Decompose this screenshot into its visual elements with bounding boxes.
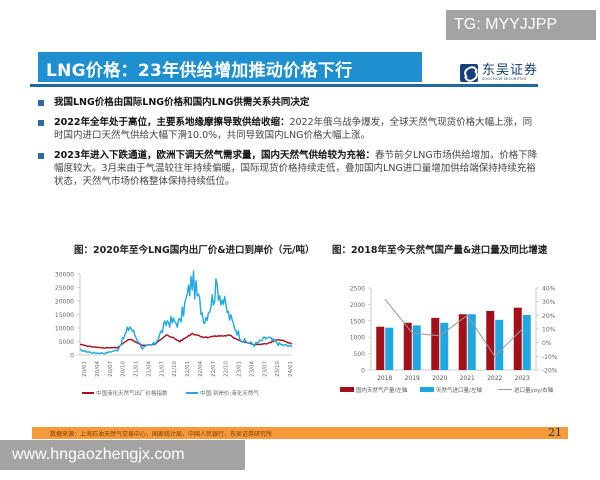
page-number: 21 [548, 426, 562, 439]
watermark-bottom: www.hngaozhengjx.com [0, 440, 245, 470]
legend-swatch [420, 387, 434, 392]
left-tick-label: 2000 [350, 302, 365, 309]
bullet-text: 2022年俄乌战争爆发，全球天然气现货价格大幅上涨，同时国内进口天然气供给大幅下… [54, 117, 533, 141]
x-tick-label: 21/04 [146, 361, 152, 377]
x-tick-label: 2019 [405, 375, 420, 382]
bullet-bold: 2023年进入下跌通道，欧洲下调天然气需求量，国内天然气供给较为充裕： [54, 150, 375, 161]
bullet-square-icon [38, 153, 44, 159]
bullet-list: 我国LNG价格由国际LNG价格和国内LNG供需关系共同决定 2022年全年处于高… [38, 96, 538, 195]
x-tick-label: 20/07 [108, 361, 114, 377]
bullet-text: 春节前夕LNG市场供给增加，价格下降幅度较大。3月来由于气温较往年持续偏暖，国际… [54, 150, 538, 187]
right-tick-label: 10% [542, 327, 556, 334]
x-tick-label: 21/07 [159, 361, 165, 377]
legend-label: 中国:到岸价:液化天然气 [200, 389, 259, 397]
bar-import-volume [440, 322, 449, 370]
legend-label: 进口量yoy/右轴 [514, 386, 554, 394]
x-tick-label: 22/10 [224, 361, 230, 377]
bar-domestic-output [403, 322, 412, 370]
x-tick-label: 2018 [377, 375, 392, 382]
left-tick-label: 0 [361, 368, 365, 375]
bullet-bold: 我国LNG价格由国际LNG价格和国内LNG供需关系共同决定 [54, 97, 310, 108]
left-tick-label: 1000 [350, 335, 365, 342]
gas-output-import-bar-chart: 0 500 1000 1500 2000 2500 -20% -10% 0% 10% 20% 30% 4… [340, 286, 558, 394]
legend-swatch [340, 387, 354, 392]
slide-title: LNG价格：23年供给增加推动价格下行 [46, 61, 353, 81]
legend-label: 天然气进口量/左轴 [436, 386, 482, 394]
bar-domestic-output [513, 307, 522, 370]
right-tick-label: 0% [542, 340, 552, 347]
y-tick-label: 5000 [59, 339, 74, 346]
bar-import-volume [412, 325, 421, 370]
x-tick-label: 24/01 [288, 361, 294, 377]
right-tick-label: 20% [542, 313, 556, 320]
x-tick-label: 23/10 [275, 361, 281, 377]
watermark-top: TG: MYYJJPP [446, 10, 596, 40]
data-source: 数据来源：上海石油天然气交易中心，国家统计局，中国人民银行，东吴证券研究所 [50, 431, 273, 438]
x-tick-label: 2023 [515, 375, 530, 382]
left-chart-title: 图：2020年至今LNG国内出厂价&进口到岸价（元/吨） [74, 245, 315, 256]
bar-domestic-output [376, 326, 385, 370]
legend-label: 国内天然气产量/左轴 [356, 386, 408, 394]
logo-mark-icon [460, 64, 478, 82]
x-tick-label: 20/01 [82, 361, 88, 377]
left-tick-label: 500 [354, 351, 366, 358]
x-tick-label: 23/04 [249, 361, 255, 377]
x-tick-label: 23/07 [262, 361, 268, 377]
series-line-import-yoy [384, 298, 523, 358]
right-tick-label: 40% [542, 286, 556, 293]
y-tick-label: 25000 [55, 285, 74, 292]
x-tick-label: 2020 [432, 375, 447, 382]
y-tick-label: 0 [70, 353, 74, 360]
bullet-square-icon [38, 100, 44, 106]
footer-bar: 数据来源：上海石油天然气交易中心，国家统计局，中国人民银行，东吴证券研究所 21 [32, 426, 568, 439]
bar-import-volume [495, 319, 504, 370]
series-line-import-price [79, 270, 293, 355]
bar-import-volume [522, 314, 531, 370]
legend-label: 中国液化天然气出厂价格指数 [96, 389, 168, 397]
right-tick-label: -10% [542, 354, 558, 361]
y-tick-label: 20000 [55, 299, 74, 306]
x-tick-label: 23/01 [237, 361, 243, 377]
bar-domestic-output [431, 317, 440, 370]
x-tick-label: 20/10 [121, 361, 127, 377]
y-tick-label: 10000 [55, 326, 74, 333]
x-tick-label: 22/04 [198, 361, 204, 377]
soochow-logo: 东吴证券 SOOCHOW SECURITIES [460, 62, 538, 84]
x-tick-label: 2021 [460, 375, 475, 382]
bar-domestic-output [458, 314, 467, 370]
right-tick-label: 30% [542, 299, 556, 306]
bullet-square-icon [38, 120, 44, 126]
x-tick-label: 21/01 [134, 361, 140, 377]
bar-import-volume [385, 327, 394, 370]
left-tick-label: 2500 [350, 286, 365, 293]
x-tick-label: 22/01 [185, 361, 191, 377]
x-tick-label: 20/04 [95, 361, 101, 377]
left-tick-label: 1500 [350, 318, 365, 325]
series-line-factory-price [79, 332, 293, 349]
y-tick-label: 30000 [55, 272, 74, 279]
x-tick-label: 22/07 [211, 361, 217, 377]
bar-domestic-output [486, 310, 495, 370]
logo-cn-text: 东吴证券 [482, 63, 539, 79]
y-tick-label: 15000 [55, 312, 74, 319]
bullet-item: 2023年进入下跌通道，欧洲下调天然气需求量，国内天然气供给较为充裕：春节前夕L… [38, 149, 538, 188]
logo-en-text: SOOCHOW SECURITIES [482, 77, 527, 82]
right-tick-label: -20% [542, 368, 558, 375]
title-bar: LNG价格：23年供给增加推动价格下行 [38, 52, 422, 82]
bullet-bold: 2022年全年处于高位，主要系地缘摩擦导致供给收缩： [54, 117, 290, 128]
bullet-item: 我国LNG价格由国际LNG价格和国内LNG供需关系共同决定 [38, 96, 538, 109]
header-divider [30, 84, 538, 87]
slide: LNG价格：23年供给增加推动价格下行 东吴证券 SOOCHOW SECURIT… [30, 40, 570, 450]
right-chart-title: 图：2018年至今天然气国产量&进口量及同比增速 [332, 245, 548, 256]
x-tick-label: 2022 [487, 375, 502, 382]
bar-import-volume [467, 314, 476, 370]
bullet-item: 2022年全年处于高位，主要系地缘摩擦导致供给收缩：2022年俄乌战争爆发，全球… [38, 116, 538, 142]
lng-price-line-chart: 0 5000 10000 15000 20000 25000 30000 20/01 20/04… [55, 270, 294, 397]
x-tick-label: 21/10 [172, 361, 178, 377]
